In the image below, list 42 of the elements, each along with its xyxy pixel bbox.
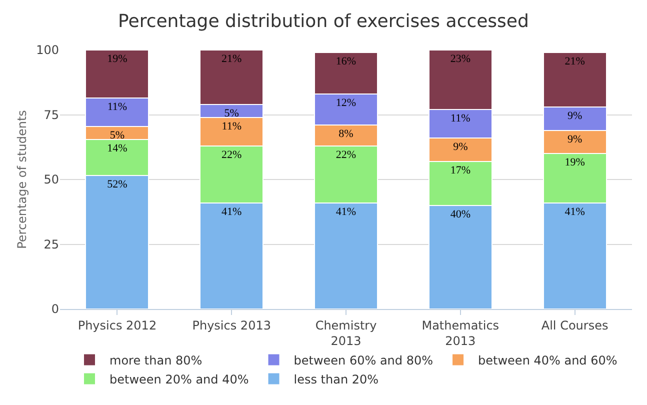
legend-label: between 60% and 80% [294,353,434,368]
data-label: 17% [450,164,470,176]
data-label: 5% [110,129,125,142]
data-label: 52% [107,178,128,191]
data-label: 23% [450,53,470,65]
data-label: 12% [336,97,356,110]
data-label: 11% [222,120,242,132]
x-tick-label: All Courses [541,318,608,332]
y-tick-label: 100 [36,43,59,58]
data-label: 9% [567,133,582,146]
x-tick-label: Physics 2013 [192,318,271,332]
data-label: 11% [450,112,470,125]
x-tick-label: Physics 2012 [78,318,157,332]
data-label: 16% [336,56,356,68]
data-label: 14% [107,142,128,154]
legend-label: more than 80% [110,353,202,368]
legend-label: between 40% and 60% [478,353,618,368]
data-label: 9% [567,110,582,122]
data-label: 21% [564,56,585,68]
legend-label: less than 20% [294,372,379,386]
data-label: 41% [564,206,585,218]
data-label: 8% [338,128,354,140]
chart-title: Percentage distribution of exercises accessed [118,10,529,32]
data-label: 9% [453,141,468,154]
x-tick-label: Chemistry 2013 [315,318,377,348]
data-label: 19% [107,53,128,65]
y-axis-title: Percentage of students [15,110,29,249]
y-tick-label: 0 [51,302,59,316]
data-label: 11% [107,100,128,113]
x-tick-label: Mathematics 2013 [422,318,500,348]
data-label: 5% [224,107,239,120]
data-label: 22% [222,148,242,161]
y-tick-label: 75 [44,108,59,122]
data-label: 41% [336,206,356,218]
data-label: 22% [336,148,356,161]
data-label: 40% [450,208,470,220]
data-label: 41% [222,206,242,218]
legend-label: between 20% and 40% [110,372,249,386]
y-tick-label: 50 [44,172,59,187]
data-label: 19% [564,156,585,169]
data-label: 21% [222,53,242,65]
y-tick-label: 25 [44,237,59,252]
